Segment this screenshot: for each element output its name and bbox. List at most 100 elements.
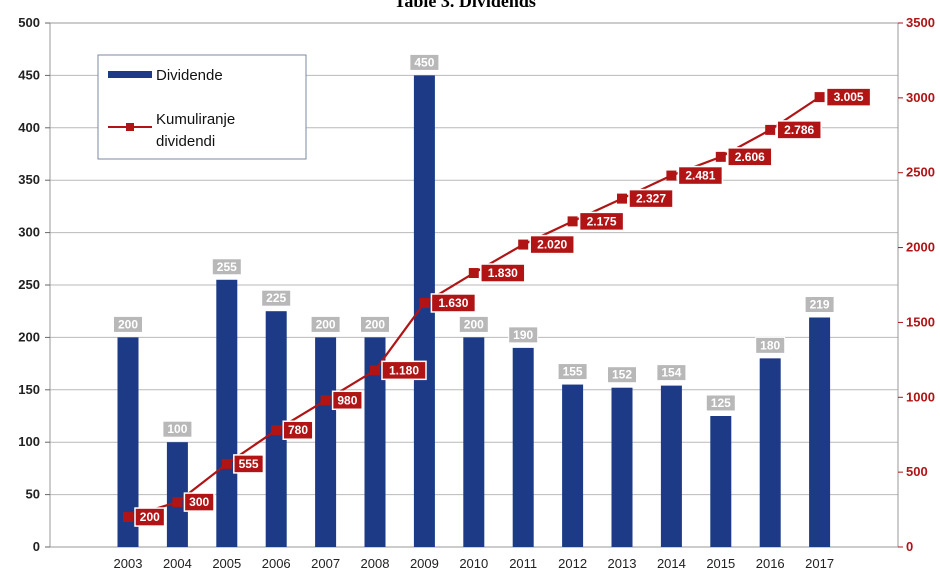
legend-label-dividende: Dividende bbox=[156, 67, 223, 84]
line-marker bbox=[172, 497, 183, 508]
line-data-label: 300 bbox=[189, 495, 209, 509]
line-data-label-box bbox=[134, 507, 166, 527]
left-tick-label: 300 bbox=[18, 225, 40, 240]
left-tick-label: 50 bbox=[26, 487, 40, 502]
x-tick-label: 2007 bbox=[311, 556, 340, 571]
line-data-label-box bbox=[529, 234, 575, 255]
bar bbox=[216, 279, 238, 547]
bar-data-label: 152 bbox=[612, 368, 632, 382]
left-tick-label: 350 bbox=[18, 172, 40, 187]
x-tick-label: 2013 bbox=[608, 556, 637, 571]
line-data-label: 1.830 bbox=[488, 266, 518, 280]
bar-data-label-box bbox=[310, 315, 341, 333]
line-data-label: 780 bbox=[288, 423, 308, 437]
bar bbox=[117, 337, 139, 547]
line-data-label: 980 bbox=[337, 393, 357, 407]
line-marker bbox=[765, 124, 776, 135]
legend-bar-swatch bbox=[108, 71, 152, 78]
bar-data-label: 200 bbox=[464, 317, 484, 331]
right-tick-label: 3500 bbox=[906, 15, 935, 30]
bar bbox=[364, 337, 386, 547]
bar-data-label-box bbox=[656, 364, 687, 382]
bar-data-label: 255 bbox=[217, 260, 237, 274]
left-tick-label: 0 bbox=[33, 539, 40, 554]
line-data-label: 2.175 bbox=[587, 214, 617, 228]
right-tick-label: 0 bbox=[906, 539, 913, 554]
x-tick-label: 2011 bbox=[509, 556, 537, 571]
line-data-label-box bbox=[776, 120, 822, 140]
line-marker bbox=[221, 458, 232, 469]
line-data-label-box bbox=[677, 165, 724, 186]
legend: Dividende Kumuliranje dividendi bbox=[97, 54, 307, 160]
bar-data-label-box bbox=[607, 366, 637, 384]
left-tick-label: 400 bbox=[18, 120, 40, 135]
bar bbox=[413, 75, 435, 548]
line-series bbox=[123, 92, 825, 523]
bar-data-label: 200 bbox=[316, 317, 336, 331]
right-tick-label: 1500 bbox=[906, 314, 935, 329]
bar-data-label-box bbox=[755, 336, 786, 354]
gridlines bbox=[50, 74, 898, 496]
line-data-label-box bbox=[233, 454, 265, 474]
bar-data-label-box bbox=[113, 315, 143, 333]
line-marker bbox=[617, 193, 627, 204]
bar bbox=[512, 347, 534, 547]
legend-label-kumuliranje: Kumuliranje bbox=[156, 111, 235, 128]
x-tick-label: 2003 bbox=[114, 556, 143, 571]
bar bbox=[809, 317, 831, 547]
bar bbox=[660, 385, 682, 547]
left-tick-label: 500 bbox=[18, 15, 40, 30]
bar-data-label-box bbox=[804, 295, 835, 313]
line-data-label: 2.020 bbox=[537, 238, 567, 252]
line-data-label-box bbox=[430, 293, 477, 313]
line-data-label: 2.327 bbox=[636, 192, 666, 206]
legend-line-marker bbox=[126, 123, 134, 131]
bar-data-label: 180 bbox=[760, 338, 780, 352]
x-tick-label: 2005 bbox=[212, 556, 241, 571]
x-tick-label: 2006 bbox=[262, 556, 291, 571]
line-data-label-box bbox=[727, 147, 773, 167]
right-tick-label: 2500 bbox=[906, 165, 935, 180]
x-tick-label: 2008 bbox=[361, 556, 390, 571]
bar-data-label-box bbox=[162, 420, 193, 438]
line-marker bbox=[715, 151, 726, 162]
bar-data-label: 225 bbox=[266, 291, 286, 305]
line-data-label: 2.481 bbox=[685, 169, 715, 183]
bar-data-label-box bbox=[261, 289, 292, 307]
line-data-label-box bbox=[282, 420, 314, 440]
bar-data-label-box bbox=[409, 53, 440, 71]
line-data-label-box bbox=[381, 360, 427, 381]
right-tick-label: 3000 bbox=[906, 90, 935, 105]
line-marker bbox=[320, 395, 331, 406]
bar-series bbox=[117, 75, 831, 548]
bar bbox=[710, 416, 732, 547]
x-tick-label: 2010 bbox=[459, 556, 488, 571]
line-data-label: 1.180 bbox=[389, 363, 419, 377]
bar bbox=[611, 387, 633, 547]
bar bbox=[463, 337, 485, 547]
x-tick-label: 2015 bbox=[706, 556, 735, 571]
right-tick-label: 500 bbox=[906, 464, 928, 479]
bar bbox=[759, 358, 781, 547]
line-data-label: 2.606 bbox=[735, 150, 765, 164]
bar-data-label-box bbox=[360, 315, 390, 333]
bar-data-label-box bbox=[705, 394, 736, 412]
line-data-label: 200 bbox=[140, 510, 160, 524]
left-tick-label: 200 bbox=[18, 329, 40, 344]
data-labels: 200 100 255 225 200 200 450 200 190 155 152 154 125 1… bbox=[113, 53, 872, 527]
bar-data-label: 155 bbox=[563, 365, 583, 379]
bar bbox=[315, 337, 337, 547]
line-data-label-box bbox=[825, 87, 872, 107]
x-tick-label: 2004 bbox=[163, 556, 192, 571]
line-data-label-box bbox=[628, 188, 674, 209]
left-tick-label: 250 bbox=[18, 277, 40, 292]
left-tick-label: 100 bbox=[18, 434, 40, 449]
bar-data-label: 190 bbox=[513, 328, 533, 342]
line-marker bbox=[666, 170, 677, 181]
line-marker bbox=[370, 365, 380, 376]
x-tick-label: 2016 bbox=[756, 556, 785, 571]
line-data-label: 2.786 bbox=[784, 123, 814, 137]
line-data-label: 3.005 bbox=[834, 90, 864, 104]
chart-title: Table 3. Dividends bbox=[394, 0, 536, 11]
line-data-label-box bbox=[480, 263, 526, 283]
